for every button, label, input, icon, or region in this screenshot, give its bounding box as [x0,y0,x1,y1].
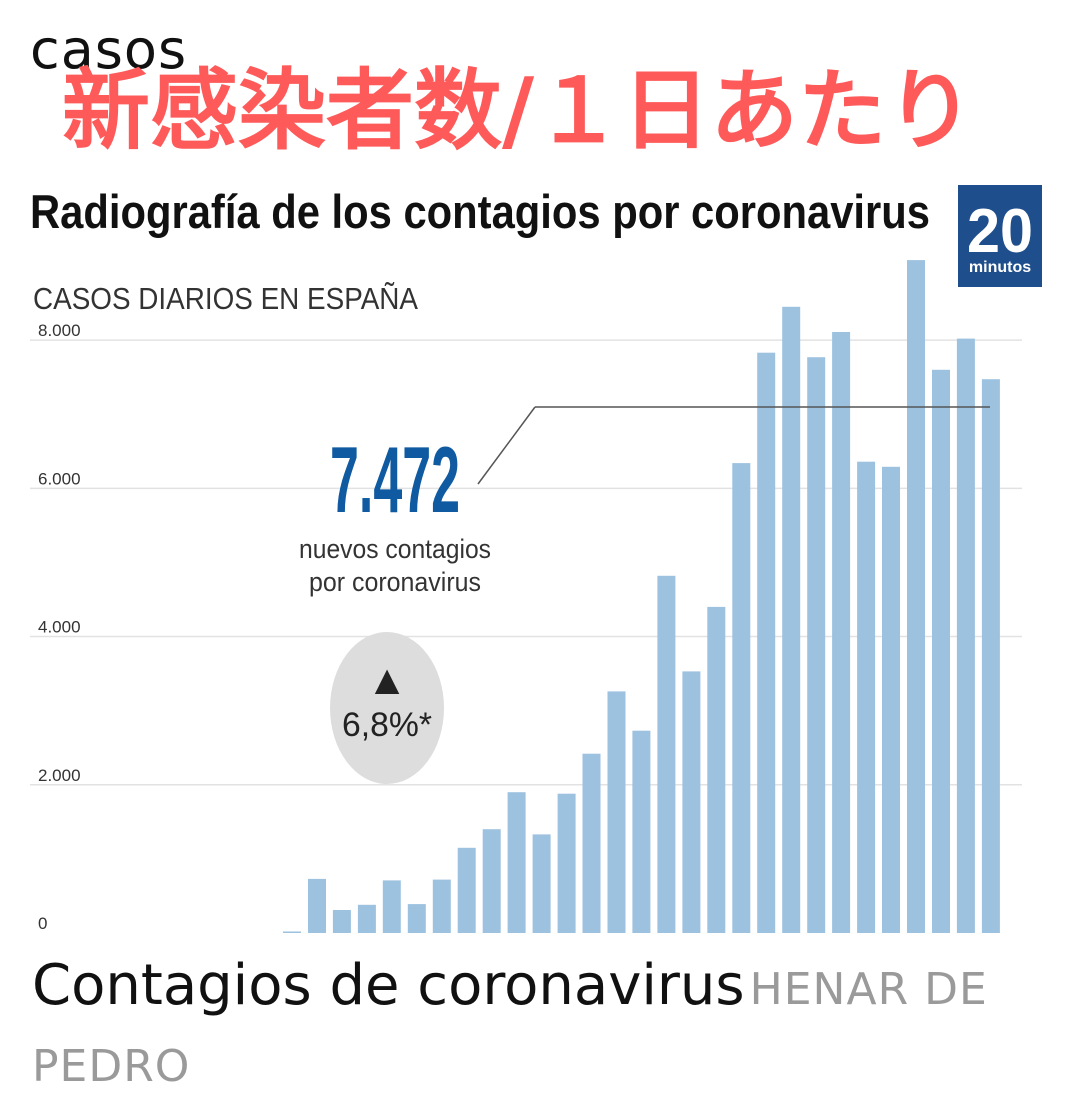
bar [632,730,651,933]
change-badge-circle [330,632,444,784]
logo-box [958,185,1042,287]
y-tick-label: 2.000 [38,766,81,785]
bar-chart: 0 2.000 4.000 6.000 8.000 Radiografía de los… [30,185,1042,934]
truncated-article-text: casos [30,18,188,81]
change-value: 6,8%* [342,706,432,744]
bar [882,466,900,933]
bar [707,606,726,933]
bar [582,753,601,933]
gridlines [30,339,1022,786]
change-up-icon: ▲ [375,660,400,698]
bar [432,879,451,933]
y-tick-label: 8.000 [38,321,81,340]
logo-20minutos: 20 minutos [958,185,1042,287]
bar [357,904,376,933]
bar [557,793,576,933]
bar [457,847,476,933]
callout-line-diagonal [477,406,536,485]
bar [407,904,426,933]
bar [857,461,876,933]
bar [332,910,351,933]
bar [657,575,676,933]
bar [832,332,851,933]
bar [757,352,776,933]
bar [382,880,401,933]
bar [932,369,950,933]
bar [956,338,975,934]
bar [807,357,826,933]
bar [283,931,301,933]
bar [532,834,551,933]
change-badge: ▲ 6,8%* [330,632,444,784]
photo-credit: HENAR DE PEDRO [32,964,988,1092]
bar [308,878,326,933]
bar [732,463,751,933]
y-axis-tick-labels: 0 2.000 4.000 6.000 8.000 [38,321,81,933]
bars [283,260,1000,934]
image-caption: Contagios de coronavirus HENAR DE PEDRO [32,952,1042,1110]
bar [907,260,925,934]
bar [782,306,801,933]
highlight-value: 7.472 [330,427,460,532]
chart-title: Radiografía de los contagios por coronav… [30,185,930,238]
bar [607,691,626,933]
bar [507,792,526,933]
bar [482,829,501,933]
bar [981,379,1000,933]
caption-text: Contagios de coronavirus [32,953,745,1018]
y-tick-label: 4.000 [38,618,81,637]
y-tick-label: 0 [38,914,47,933]
highlight-label-line2: por coronavirus [309,567,481,597]
y-tick-label: 6.000 [38,469,81,488]
logo-number: 20 [967,197,1033,266]
chart-subtitle: CASOS DIARIOS EN ESPAÑA [33,281,418,316]
logo-word: minutos [969,259,1031,276]
highlight-label-line1: nuevos contagios [299,534,491,564]
bar [682,671,701,933]
japanese-overlay-caption: 新感染者数/１日あたり [62,59,975,162]
